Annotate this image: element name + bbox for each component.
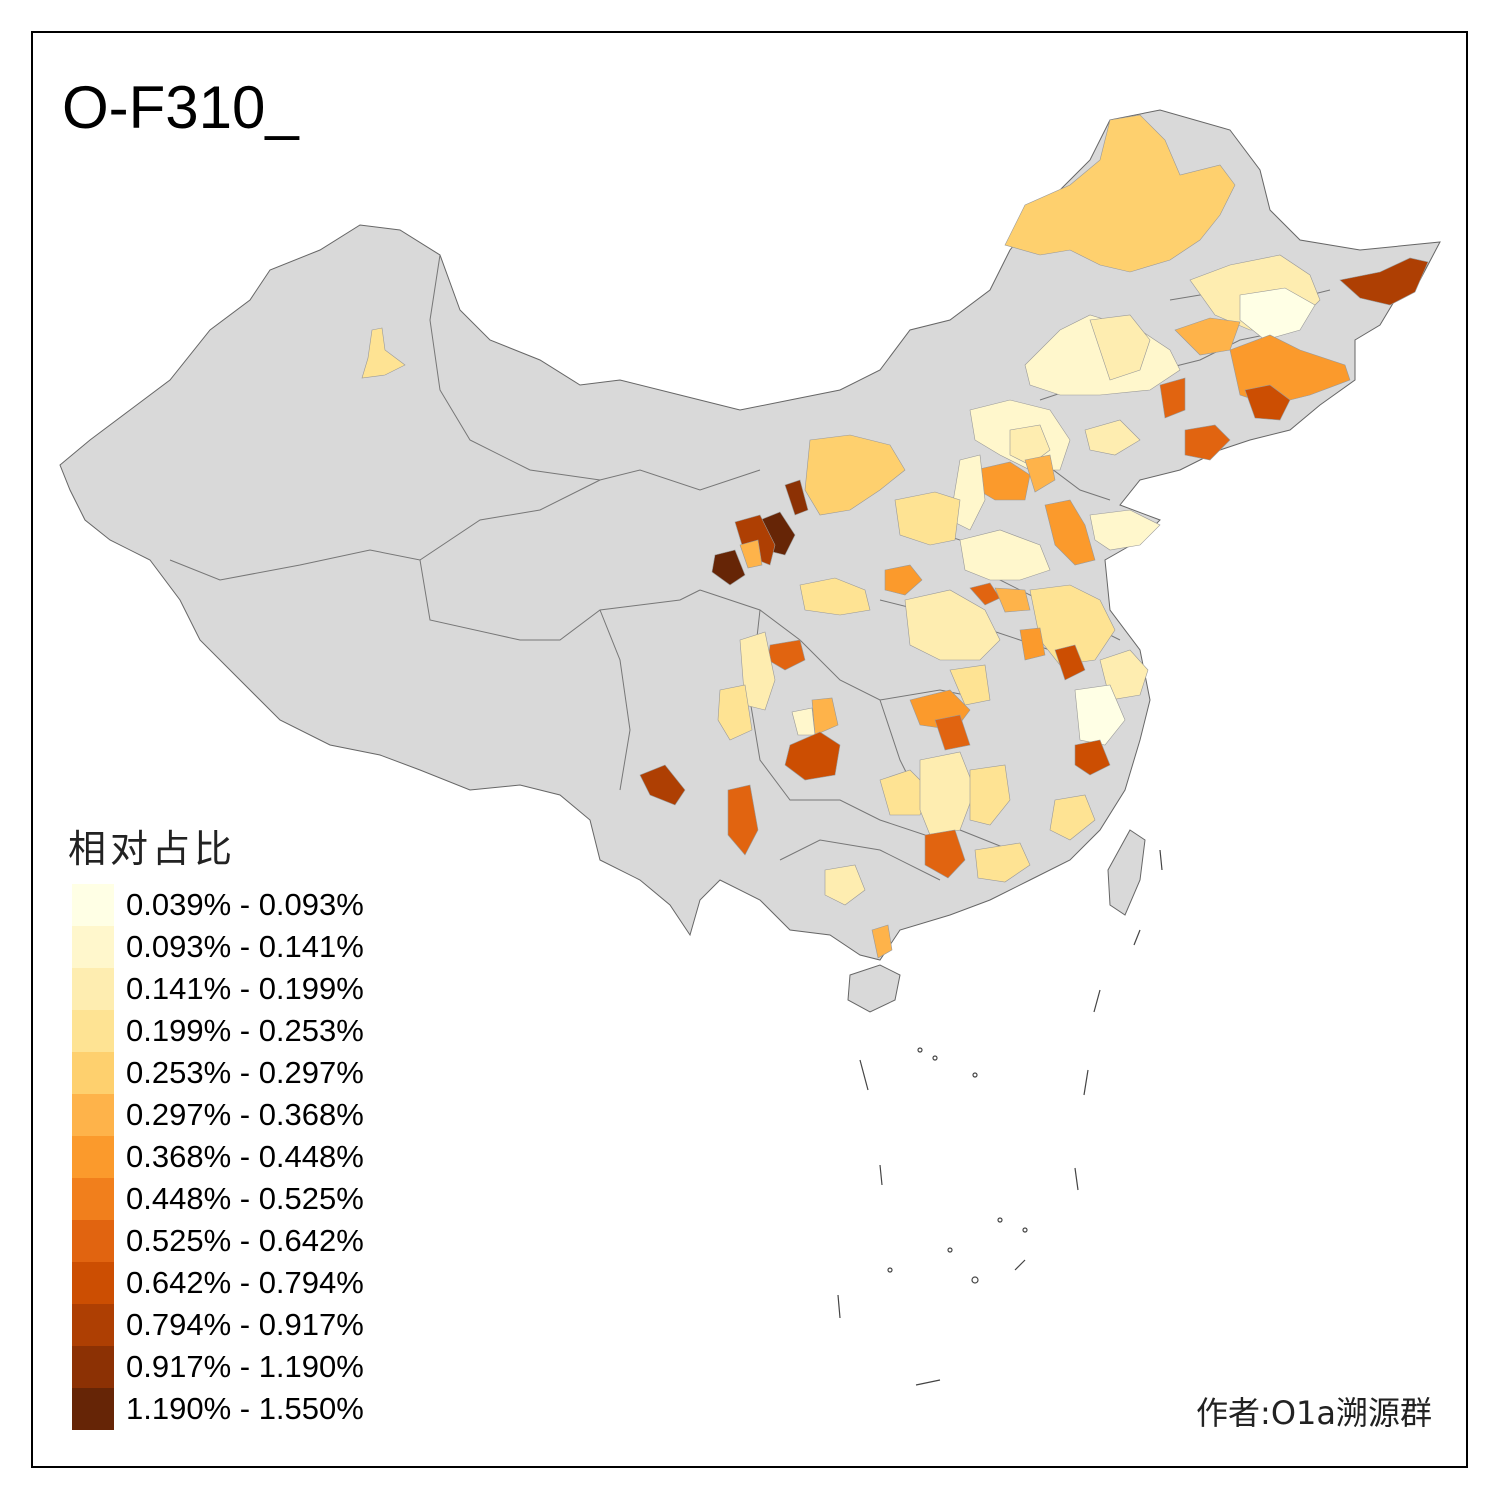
region-zhejiang-a <box>1074 684 1126 746</box>
legend-item: 0.368% - 0.448% <box>72 1136 412 1178</box>
region-shandong-a <box>1044 499 1096 566</box>
legend-item: 0.642% - 0.794% <box>72 1262 412 1304</box>
legend-label: 0.039% - 0.093% <box>126 887 364 922</box>
data-regions <box>361 114 1429 959</box>
region-anhui-a <box>1029 584 1116 666</box>
region-xinjiang-a <box>361 327 406 379</box>
legend-label: 0.253% - 0.297% <box>126 1055 364 1090</box>
region-shaanxi-b <box>884 564 923 596</box>
legend-label: 0.794% - 0.917% <box>126 1307 364 1342</box>
legend-item: 0.093% - 0.141% <box>72 926 412 968</box>
region-yunnan-a <box>639 764 686 806</box>
legend-label: 0.141% - 0.199% <box>126 971 364 1006</box>
legend-label: 0.525% - 0.642% <box>126 1223 364 1258</box>
legend-swatch <box>72 1010 114 1052</box>
region-gansu-b <box>711 549 746 586</box>
region-guangdong-a <box>924 829 966 879</box>
legend-item: 0.525% - 0.642% <box>72 1220 412 1262</box>
south-sea-islands <box>837 849 1163 1386</box>
region-heilongjiang-east <box>1339 257 1429 306</box>
region-shaanxi-south <box>799 577 871 616</box>
region-sichuan-b <box>717 684 753 741</box>
region-innermongolia-west <box>804 434 906 516</box>
legend-label: 1.190% - 1.550% <box>126 1391 364 1426</box>
region-hunan-b <box>919 751 976 836</box>
region-guangdong-c <box>871 924 893 959</box>
region-shaanxi-north <box>894 491 961 546</box>
region-jiangxi-b <box>969 764 1011 826</box>
region-jiangxi-a <box>1074 739 1111 776</box>
legend-swatch <box>72 1220 114 1262</box>
region-hubei-a <box>1019 627 1046 661</box>
region-liaoning-b <box>1244 384 1291 421</box>
region-hubei-c <box>934 714 971 751</box>
region-henan-c <box>994 587 1031 613</box>
legend-swatch <box>72 968 114 1010</box>
region-henan-a <box>959 529 1051 581</box>
region-gansu-c <box>739 539 763 569</box>
legend-swatch <box>72 1136 114 1178</box>
region-jilin-b <box>1239 287 1316 341</box>
legend-label: 0.368% - 0.448% <box>126 1139 364 1174</box>
region-henan-d <box>904 589 1001 661</box>
legend-label: 0.199% - 0.253% <box>126 1013 364 1048</box>
legend-item: 0.253% - 0.297% <box>72 1052 412 1094</box>
region-guangdong-b <box>974 842 1031 883</box>
legend-label: 0.642% - 0.794% <box>126 1265 364 1300</box>
legend-swatch <box>72 1388 114 1430</box>
legend-swatch <box>72 926 114 968</box>
legend-swatch <box>72 1346 114 1388</box>
legend-swatch <box>72 1304 114 1346</box>
region-heilongjiang-north <box>1004 114 1236 273</box>
legend-item: 0.297% - 0.368% <box>72 1094 412 1136</box>
region-innermongolia-b <box>1089 314 1151 381</box>
region-hubei-d <box>949 664 991 706</box>
legend-label: 0.093% - 0.141% <box>126 929 364 964</box>
region-shandong-b <box>1089 509 1161 551</box>
legend-swatch <box>72 884 114 926</box>
region-anhui-b <box>1054 644 1086 681</box>
legend-item: 0.794% - 0.917% <box>72 1304 412 1346</box>
region-fujian-a <box>1049 794 1096 841</box>
legend-title: 相对占比 <box>68 827 237 871</box>
author-credit: 作者:O1a溯源群 <box>1196 1394 1432 1432</box>
region-guangxi-a <box>824 864 866 906</box>
legend-swatch <box>72 1262 114 1304</box>
legend-item: 1.190% - 1.550% <box>72 1388 412 1430</box>
legend-label: 0.917% - 1.190% <box>126 1349 364 1384</box>
region-guizhou-a <box>784 731 841 781</box>
legend-label: 0.297% - 0.368% <box>126 1097 364 1132</box>
map-title: O-F310_ <box>62 74 299 141</box>
legend-label: 0.448% - 0.525% <box>126 1181 364 1216</box>
region-yunnan-b <box>727 784 759 856</box>
legend-swatch <box>72 1052 114 1094</box>
legend-swatch <box>72 1094 114 1136</box>
region-liaoning-c <box>1184 424 1231 461</box>
legend-item: 0.039% - 0.093% <box>72 884 412 926</box>
hainan-island <box>847 964 901 1013</box>
region-beijing-area <box>1084 419 1141 456</box>
region-jilin-c <box>1174 317 1241 356</box>
region-hebei-c <box>1024 454 1056 493</box>
region-liaoning-d <box>1159 377 1186 419</box>
legend-item: 0.917% - 1.190% <box>72 1346 412 1388</box>
legend-item: 0.141% - 0.199% <box>72 968 412 1010</box>
taiwan-island <box>1107 829 1146 916</box>
legend-swatch <box>72 1178 114 1220</box>
region-ningxia-a <box>784 479 809 516</box>
legend-item: 0.448% - 0.525% <box>72 1178 412 1220</box>
legend-item: 0.199% - 0.253% <box>72 1010 412 1052</box>
